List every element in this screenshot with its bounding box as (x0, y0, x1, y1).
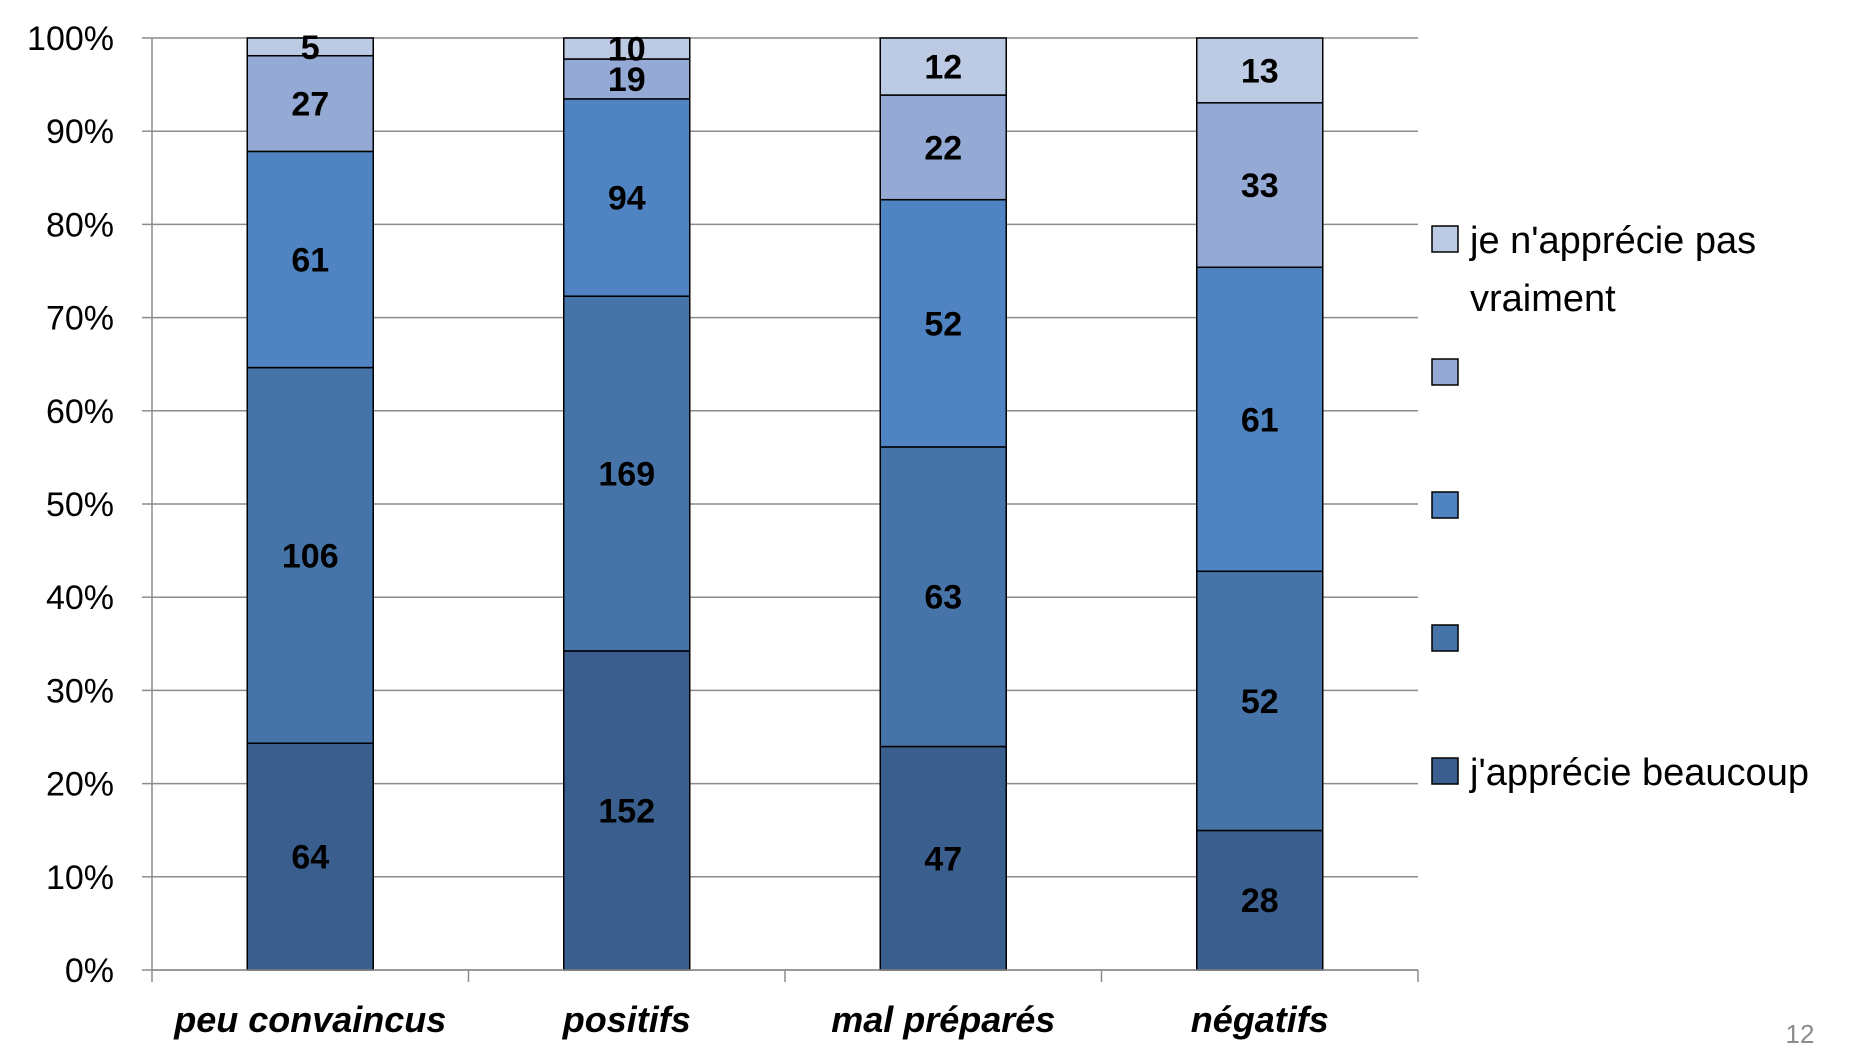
legend: je n'apprécie pas vraiment j'apprécie beau… (1431, 220, 1809, 794)
bar-segment (563, 37, 691, 60)
y-tick-label: 10% (46, 859, 114, 897)
legend-label: je n'apprécie pas vraiment (1469, 220, 1756, 320)
bar-segment (246, 37, 374, 57)
y-tick-label: 90% (46, 113, 114, 151)
bar-segment (879, 37, 1007, 96)
data-label: 19 (608, 61, 646, 99)
data-label: 12 (924, 49, 962, 87)
bar-segment (563, 98, 691, 297)
legend-swatch (1431, 491, 1459, 519)
data-label: 61 (291, 241, 329, 279)
bar-segment (1196, 829, 1324, 971)
y-tick-label: 20% (46, 766, 114, 804)
y-tick-label: 40% (46, 579, 114, 617)
legend-swatch (1431, 757, 1459, 785)
y-tick-label: 30% (46, 672, 114, 710)
bar-segment (563, 650, 691, 971)
bar-segment (879, 94, 1007, 201)
y-tick-label: 70% (46, 300, 114, 338)
bar-segment (1196, 37, 1324, 104)
data-label: 13 (1241, 52, 1279, 90)
legend-label: j'apprécie beaucoup (1469, 752, 1809, 794)
bar-segment (879, 198, 1007, 448)
data-label: 33 (1241, 167, 1279, 205)
data-label: 52 (924, 305, 962, 343)
bar-segment (246, 742, 374, 971)
bars (246, 37, 1324, 971)
bar-segment (1196, 266, 1324, 573)
data-label: 64 (291, 839, 329, 877)
bar-segment (879, 745, 1007, 971)
legend-swatch (1431, 624, 1459, 652)
x-category-label: mal préparés (831, 999, 1055, 1040)
data-label: 52 (1241, 683, 1279, 721)
bar-segment (246, 150, 374, 369)
data-label: 28 (1241, 882, 1279, 920)
data-label: 27 (291, 86, 329, 124)
x-category-label: peu convaincus (173, 999, 446, 1040)
y-tick-label: 100% (27, 20, 114, 58)
bar-segment (246, 54, 374, 153)
x-category-label: négatifs (1191, 999, 1329, 1040)
axes: peu convaincus positifs mal préparés négati… (151, 38, 1419, 1040)
data-label: 22 (924, 129, 962, 167)
y-tick-label: 60% (46, 393, 114, 431)
data-label: 61 (1241, 401, 1279, 439)
bar-segment (1196, 102, 1324, 269)
page-number: 12 (1786, 1019, 1815, 1043)
legend-swatch (1431, 225, 1459, 253)
bar-segment (879, 446, 1007, 748)
data-label: 106 (282, 537, 339, 575)
data-label: 152 (598, 792, 655, 830)
y-tick-label: 80% (46, 206, 114, 244)
x-category-label: positifs (562, 999, 691, 1040)
data-label: 63 (924, 579, 962, 617)
data-label: 10 (608, 30, 646, 68)
y-tick-label: 0% (65, 952, 114, 990)
data-label: 47 (924, 840, 962, 878)
y-tick-label: 50% (46, 486, 114, 524)
bar-segment (246, 366, 374, 744)
legend-swatch (1431, 358, 1459, 386)
bar-segment (1196, 570, 1324, 832)
data-label: 94 (608, 180, 646, 218)
data-label: 169 (598, 456, 655, 494)
data-label: 5 (301, 29, 320, 67)
